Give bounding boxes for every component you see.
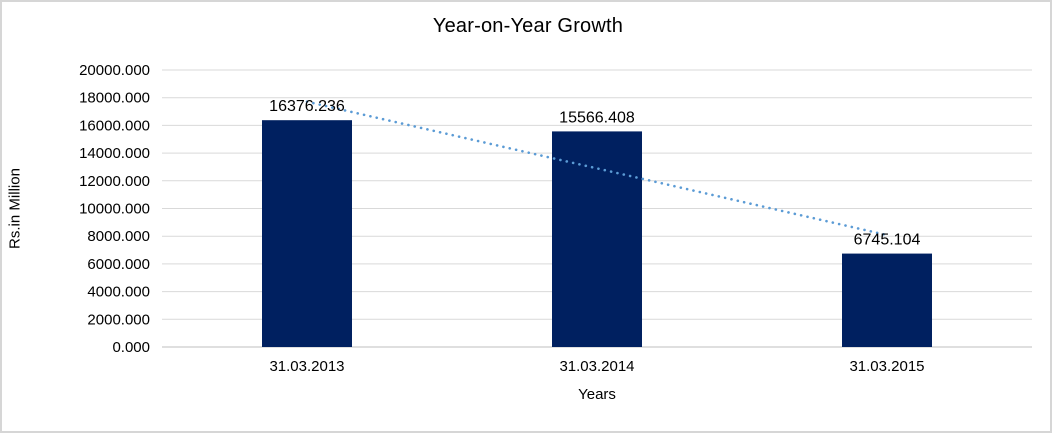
bar-31.03.2015[interactable] [842,253,932,347]
y-tick-label: 2000.000 [87,311,150,328]
y-tick-label: 16000.000 [79,117,150,134]
bar-31.03.2014[interactable] [552,131,642,347]
y-tick-label: 10000.000 [79,201,150,218]
y-tick-label: 6000.000 [87,256,150,273]
data-label: 16376.236 [269,98,345,115]
y-tick-label: 20000.000 [79,62,150,79]
data-label: 6745.104 [854,232,921,249]
y-tick-label: 8000.000 [87,228,150,245]
y-tick-label: 18000.000 [79,90,150,107]
y-tick-label: 14000.000 [79,145,150,162]
y-axis-title: Rs.in Million [6,168,24,249]
x-tick-label: 31.03.2013 [269,358,344,375]
y-tick-label: 0.000 [112,339,150,356]
y-tick-label: 12000.000 [79,173,150,190]
y-tick-label: 4000.000 [87,284,150,301]
data-label: 15566.408 [559,109,635,126]
x-axis-title: Years [578,386,616,403]
bar-31.03.2013[interactable] [262,120,352,347]
x-tick-label: 31.03.2015 [849,358,924,375]
x-tick-label: 31.03.2014 [559,358,634,375]
chart-title: Year-on-Year Growth [432,15,624,37]
